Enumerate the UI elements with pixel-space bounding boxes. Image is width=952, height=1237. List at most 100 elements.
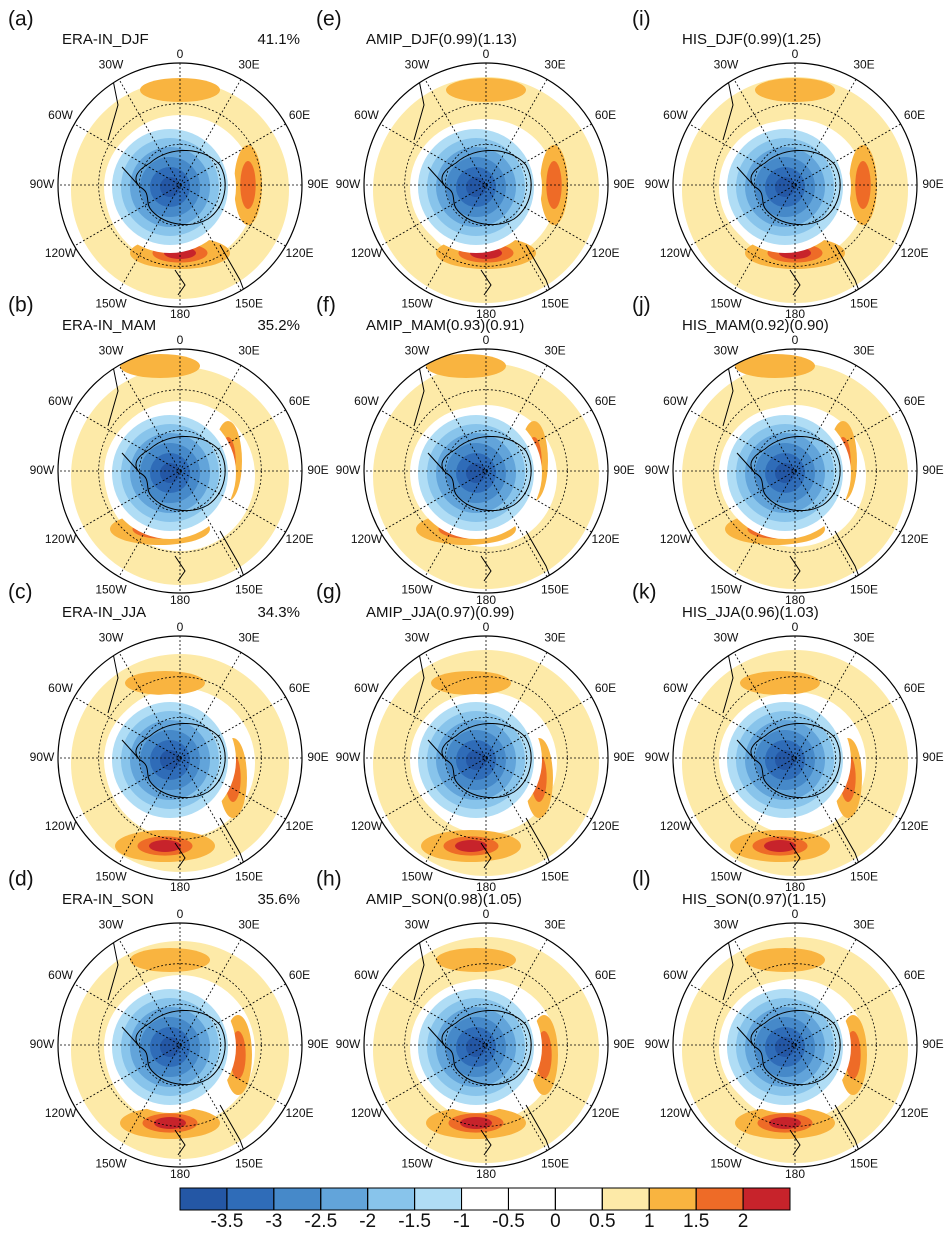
longitude-label: 90E <box>922 463 943 477</box>
panel-title: AMIP_JJA(0.97)(0.99) <box>366 604 514 621</box>
meridian <box>380 123 592 247</box>
map-border <box>672 62 918 308</box>
meridian <box>689 696 901 820</box>
longitude-label: 30E <box>853 58 874 72</box>
longitude-label: 60W <box>663 394 688 408</box>
meridian <box>380 409 592 533</box>
longitude-label: 0 <box>792 333 799 347</box>
coastline <box>736 150 841 225</box>
longitude-label: 120W <box>351 532 383 546</box>
meridian <box>118 939 242 1151</box>
coastline <box>121 723 226 798</box>
longitude-label: 120E <box>900 1106 928 1120</box>
colorbar-label: -1.5 <box>398 1211 431 1232</box>
meridian <box>380 983 592 1107</box>
meridian <box>74 696 286 820</box>
colorbar-label: -2 <box>359 1211 376 1232</box>
longitude-label: 30W <box>714 918 739 932</box>
longitude-label: 0 <box>792 907 799 921</box>
longitude-label: 60W <box>354 681 379 695</box>
colorbar-swatch <box>414 1187 463 1211</box>
negative-anomaly <box>160 1037 180 1057</box>
longitude-label: 90W <box>30 177 55 191</box>
longitude-label: 0 <box>177 620 184 634</box>
meridian <box>74 983 286 1107</box>
meridian <box>118 939 242 1151</box>
longitude-label: 0 <box>483 907 490 921</box>
longitude-label: 30W <box>99 918 124 932</box>
positive-anomaly <box>130 948 210 972</box>
longitude-label: 60E <box>595 108 616 122</box>
meridian <box>689 123 901 247</box>
meridian <box>689 983 901 1107</box>
contour-field <box>364 63 608 307</box>
longitude-label: 30E <box>238 344 259 358</box>
longitude-label: 0 <box>177 333 184 347</box>
longitude-label: 0 <box>177 907 184 921</box>
meridian <box>733 79 857 291</box>
panel-label: (l) <box>632 868 651 891</box>
panel-title: AMIP_DJF(0.99)(1.13) <box>366 31 517 48</box>
positive-anomaly <box>745 948 825 972</box>
panel-label: (j) <box>632 294 651 317</box>
map-border <box>363 348 609 594</box>
colorbar-swatch <box>601 1187 650 1211</box>
longitude-label: 30E <box>853 918 874 932</box>
meridian <box>424 939 548 1151</box>
meridian <box>380 696 592 820</box>
meridian <box>74 123 286 247</box>
longitude-label: 150E <box>541 870 569 884</box>
longitude-label: 120E <box>591 819 619 833</box>
meridian <box>118 652 242 864</box>
longitude-label: 30W <box>714 58 739 72</box>
colorbar-label: 0 <box>550 1211 561 1232</box>
longitude-label: 0 <box>483 333 490 347</box>
polar-map: 0 30E 60E 90E 120E 150E 180 150W 120W 90W 60W 30W <box>645 47 944 321</box>
contour-field <box>364 923 608 1167</box>
variance-note: 35.2% <box>257 317 300 334</box>
longitude-label: 120E <box>591 532 619 546</box>
panel-title: HIS_SON(0.97)(1.15) <box>682 891 826 908</box>
longitude-label: 90W <box>336 463 361 477</box>
longitude-label: 60W <box>354 968 379 982</box>
longitude-label: 180 <box>785 307 805 321</box>
panel-title: AMIP_SON(0.98)(1.05) <box>366 891 522 908</box>
map-border <box>57 348 303 594</box>
meridian <box>424 365 548 577</box>
negative-anomaly <box>775 177 795 197</box>
colorbar-swatch <box>461 1187 509 1211</box>
longitude-label: 120W <box>45 1106 77 1120</box>
negative-anomaly <box>160 177 180 197</box>
meridian <box>118 652 242 864</box>
longitude-label: 120E <box>591 246 619 260</box>
colorbar-label: -0.5 <box>492 1211 525 1232</box>
colorbar: -3.5 -3 -2.5 -2 -1.5 -1 -0.5 0 0.5 1 1.5 2 <box>179 1187 791 1232</box>
longitude-label: 90E <box>307 463 328 477</box>
map-border <box>672 348 918 594</box>
coastline <box>427 1010 532 1085</box>
meridian <box>733 365 857 577</box>
longitude-label: 30W <box>405 58 430 72</box>
meridian <box>424 939 548 1151</box>
longitude-label: 30E <box>853 631 874 645</box>
longitude-label: 60W <box>48 108 73 122</box>
meridian <box>380 983 592 1107</box>
longitude-label: 180 <box>170 307 190 321</box>
meridian <box>74 696 286 820</box>
meridian <box>733 365 857 577</box>
negative-anomaly <box>160 463 180 483</box>
longitude-label: 120E <box>900 819 928 833</box>
meridian <box>424 79 548 291</box>
longitude-label: 0 <box>483 620 490 634</box>
negative-anomaly <box>160 750 180 770</box>
longitude-label: 150E <box>235 583 263 597</box>
polar-map: 0 30E 60E 90E 120E 150E 180 150W 120W 90W 60W 30W <box>336 333 635 607</box>
coastline <box>427 150 532 225</box>
panel-label: (k) <box>632 581 657 604</box>
longitude-label: 150E <box>541 583 569 597</box>
panel-title: ERA-IN_SON <box>62 891 154 908</box>
meridian <box>424 652 548 864</box>
longitude-label: 90W <box>336 750 361 764</box>
panel-label: (f) <box>316 294 336 317</box>
longitude-label: 90W <box>645 1037 670 1051</box>
